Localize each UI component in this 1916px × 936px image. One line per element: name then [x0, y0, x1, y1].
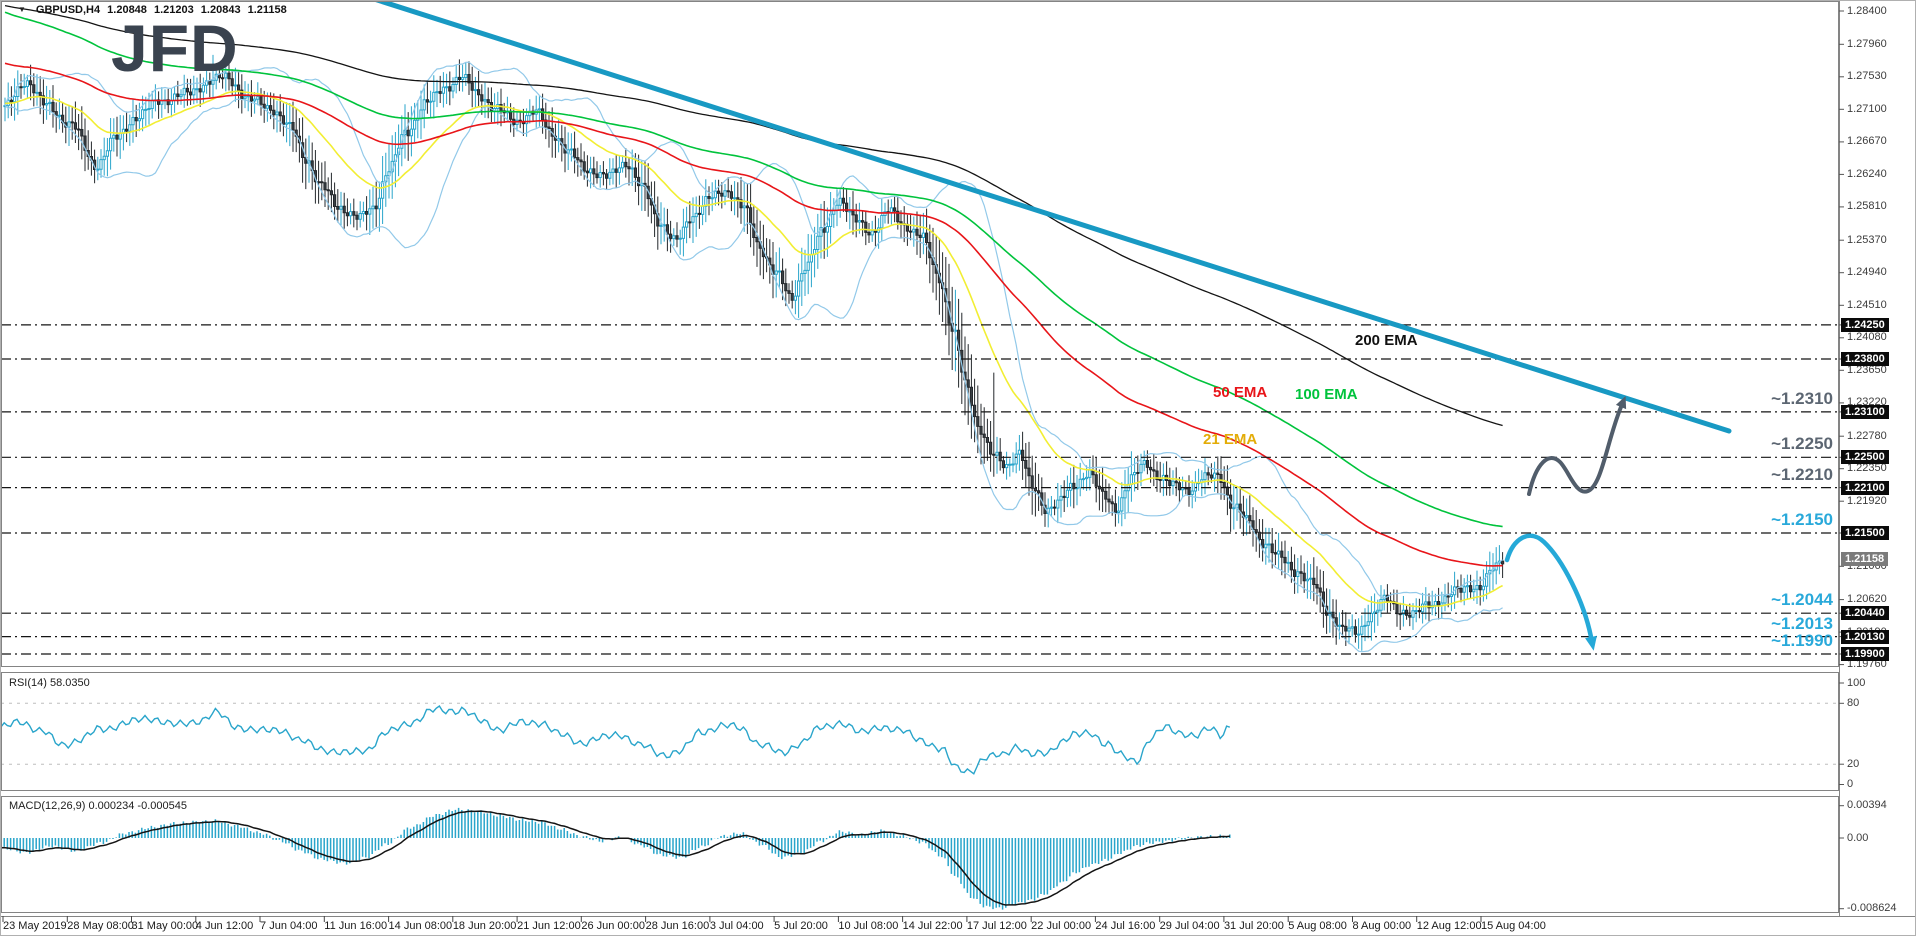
main-pane-border	[1, 1, 1839, 667]
bearish-projection-arrow	[1504, 533, 1594, 640]
bullish-projection-arrowhead	[1615, 396, 1627, 410]
macd-pane-border	[1, 796, 1839, 913]
ema-line-50-ema	[4, 62, 1503, 567]
bollinger-upper-band	[4, 61, 1503, 599]
bollinger-lower-band	[4, 98, 1503, 653]
macd-histogram	[1, 807, 1231, 910]
bearish-projection-arrowhead	[1585, 635, 1597, 651]
rsi-line	[1, 704, 1231, 775]
ema-line-200-ema	[4, 4, 1503, 427]
main-price-pane	[1, 1, 1839, 655]
bullish-projection-arrow	[1527, 405, 1623, 496]
ema-line-21-ema	[4, 90, 1503, 608]
descending-trendline	[372, 1, 1732, 434]
down-candle-bodies	[9, 72, 1505, 635]
up-candle-bodies	[3, 72, 1501, 636]
ema-line-100-ema	[4, 11, 1503, 528]
rsi-pane-border	[1, 672, 1839, 791]
macd-signal-line	[1, 810, 1230, 906]
